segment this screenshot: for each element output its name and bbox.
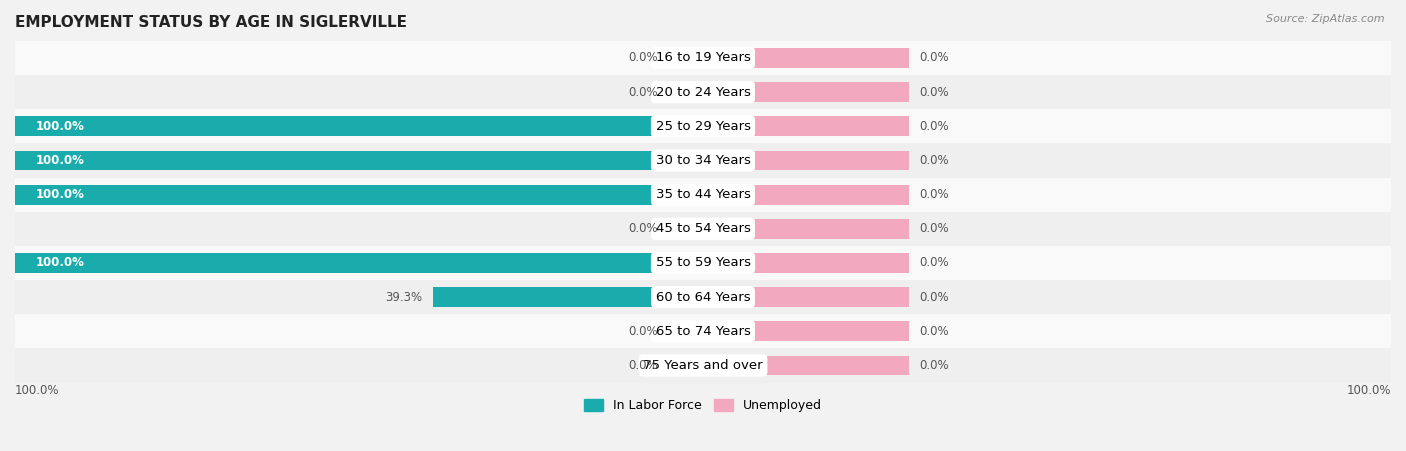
Text: 0.0%: 0.0% (628, 325, 658, 338)
Bar (15, 212, 1391, 246)
Text: 39.3%: 39.3% (385, 290, 422, 304)
Text: 20 to 24 Years: 20 to 24 Years (655, 86, 751, 99)
Bar (669, 355, 703, 375)
Bar (703, 355, 910, 375)
Text: Source: ZipAtlas.com: Source: ZipAtlas.com (1267, 14, 1385, 23)
Bar (669, 322, 703, 341)
Bar (15, 143, 1391, 178)
Text: 100.0%: 100.0% (35, 188, 84, 201)
Bar (15, 41, 1391, 75)
Text: 100.0%: 100.0% (1347, 384, 1391, 397)
Text: 60 to 64 Years: 60 to 64 Years (655, 290, 751, 304)
Bar (15, 348, 1391, 382)
Text: 0.0%: 0.0% (920, 257, 949, 269)
Bar (703, 82, 910, 102)
Bar (703, 287, 910, 307)
Text: 30 to 34 Years: 30 to 34 Years (655, 154, 751, 167)
Text: 0.0%: 0.0% (628, 359, 658, 372)
Bar (15, 151, 703, 170)
Bar (15, 185, 703, 205)
Bar (15, 246, 1391, 280)
Text: 0.0%: 0.0% (920, 51, 949, 64)
Text: 0.0%: 0.0% (920, 325, 949, 338)
Bar (669, 48, 703, 68)
Bar (15, 314, 1391, 348)
Text: 16 to 19 Years: 16 to 19 Years (655, 51, 751, 64)
Text: 0.0%: 0.0% (920, 188, 949, 201)
Bar (669, 82, 703, 102)
Text: 35 to 44 Years: 35 to 44 Years (655, 188, 751, 201)
Bar (703, 322, 910, 341)
Bar (703, 116, 910, 136)
Text: 65 to 74 Years: 65 to 74 Years (655, 325, 751, 338)
Bar (669, 219, 703, 239)
Text: 0.0%: 0.0% (628, 51, 658, 64)
Text: 0.0%: 0.0% (920, 290, 949, 304)
Text: 0.0%: 0.0% (920, 359, 949, 372)
Text: 25 to 29 Years: 25 to 29 Years (655, 120, 751, 133)
Bar (703, 185, 910, 205)
Text: 0.0%: 0.0% (920, 120, 949, 133)
Bar (433, 287, 703, 307)
Text: 45 to 54 Years: 45 to 54 Years (655, 222, 751, 235)
Bar (703, 48, 910, 68)
Bar (703, 253, 910, 273)
Text: 0.0%: 0.0% (920, 154, 949, 167)
Text: 100.0%: 100.0% (15, 384, 59, 397)
Text: 0.0%: 0.0% (920, 222, 949, 235)
Text: 100.0%: 100.0% (35, 154, 84, 167)
Text: 75 Years and over: 75 Years and over (643, 359, 763, 372)
Bar (15, 116, 703, 136)
Text: 0.0%: 0.0% (920, 86, 949, 99)
Bar (15, 178, 1391, 212)
Text: 0.0%: 0.0% (628, 222, 658, 235)
Bar (15, 75, 1391, 109)
Bar (703, 219, 910, 239)
Text: EMPLOYMENT STATUS BY AGE IN SIGLERVILLE: EMPLOYMENT STATUS BY AGE IN SIGLERVILLE (15, 15, 406, 30)
Text: 100.0%: 100.0% (35, 120, 84, 133)
Text: 0.0%: 0.0% (628, 86, 658, 99)
Bar (703, 151, 910, 170)
Legend: In Labor Force, Unemployed: In Labor Force, Unemployed (579, 394, 827, 417)
Text: 100.0%: 100.0% (35, 257, 84, 269)
Bar (15, 253, 703, 273)
Bar (15, 109, 1391, 143)
Text: 55 to 59 Years: 55 to 59 Years (655, 257, 751, 269)
Bar (15, 280, 1391, 314)
